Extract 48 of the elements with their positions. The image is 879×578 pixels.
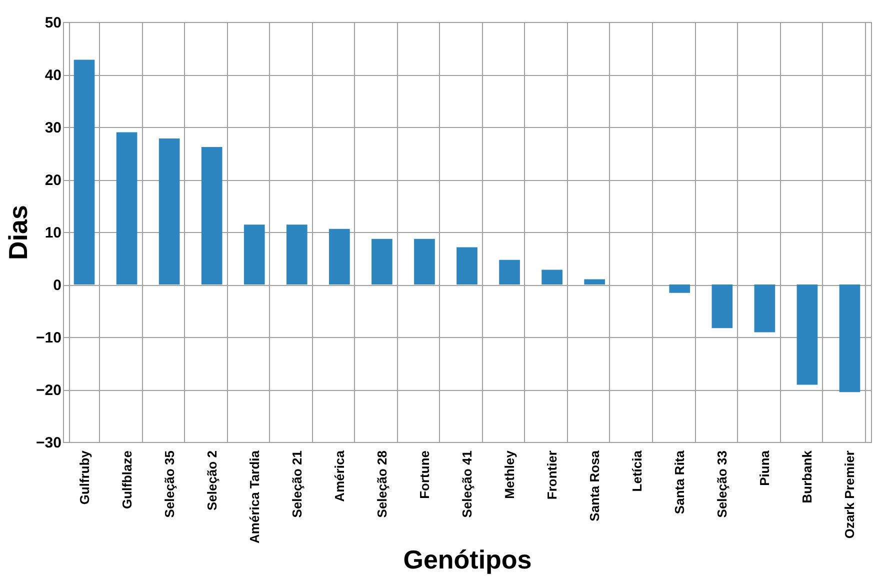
x-tick-label: Santa Rosa <box>587 450 602 522</box>
x-tick-label: Seleção 33 <box>714 450 730 518</box>
x-tick-label: Seleção 41 <box>460 450 474 518</box>
x-tick-label: Methley <box>502 450 518 499</box>
x-tick-label: Ozark Premier <box>842 450 858 539</box>
bar <box>244 224 265 284</box>
bar <box>584 279 605 284</box>
bar <box>796 284 818 385</box>
y-tick-label: −10 <box>36 330 62 346</box>
x-tick-label: Piuna <box>757 450 772 486</box>
x-tick-label: Seleção 2 <box>204 450 220 510</box>
y-tick-label: 50 <box>44 14 62 32</box>
x-tick-label: Gulfblaze <box>119 450 134 510</box>
y-tick-label: −30 <box>36 434 62 452</box>
x-tick-label: Fortune <box>416 450 432 499</box>
bar <box>201 146 222 284</box>
bar <box>542 270 562 284</box>
x-tick-label: Seleção 28 <box>374 450 390 518</box>
x-tick-label: Seleção 35 <box>162 450 177 518</box>
x-tick-label: Santa Rita <box>672 450 688 514</box>
bar <box>499 260 520 284</box>
bar <box>329 228 350 284</box>
bar <box>286 224 308 284</box>
y-axis-title: Dias <box>3 205 34 260</box>
bar <box>158 138 180 284</box>
y-tick-label: −20 <box>36 382 62 399</box>
y-tick-label: 0 <box>53 277 62 294</box>
bar <box>116 132 138 284</box>
x-axis-title: Genótipos <box>403 544 532 574</box>
bar <box>754 284 776 332</box>
x-tick-label: Letícia <box>630 450 645 492</box>
bar <box>712 284 733 328</box>
bar <box>839 284 860 392</box>
y-tick-label: 10 <box>44 224 62 242</box>
bar <box>669 284 690 293</box>
y-tick-label: 20 <box>44 172 62 189</box>
y-tick-label: 40 <box>44 67 62 84</box>
bar <box>456 247 478 284</box>
x-tick-label: Seleção 21 <box>289 450 304 518</box>
y-tick-label: 30 <box>44 120 62 136</box>
bar <box>414 238 435 284</box>
x-tick-label: América Tardia <box>246 450 262 544</box>
x-tick-label: Burbank <box>800 450 815 504</box>
x-tick-label: Gulfruby <box>76 450 92 505</box>
x-tick-label: América <box>332 450 347 502</box>
bar <box>74 60 95 284</box>
x-tick-label: Frontier <box>544 450 560 500</box>
bar <box>372 238 392 284</box>
